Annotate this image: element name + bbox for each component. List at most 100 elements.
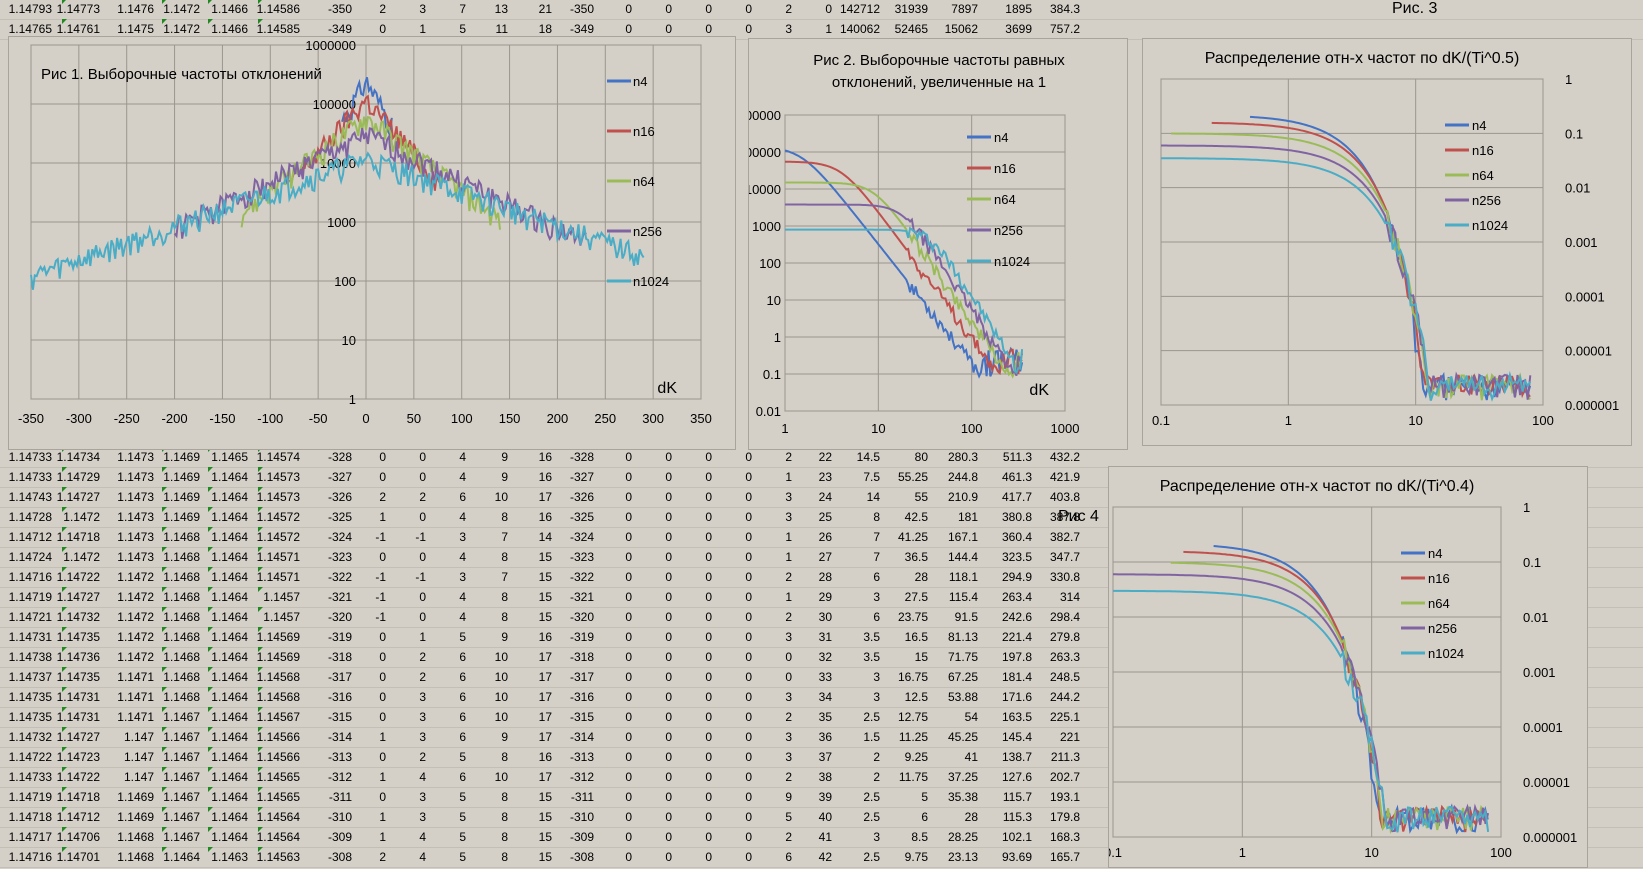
cell[interactable]: 3 xyxy=(459,530,466,544)
cell[interactable]: 1.1464 xyxy=(211,590,248,604)
cell[interactable]: 0 xyxy=(625,450,632,464)
cell[interactable]: 1.1468 xyxy=(117,850,154,864)
cell[interactable]: 8 xyxy=(501,790,508,804)
cell[interactable]: 1.14565 xyxy=(256,770,300,784)
cell[interactable]: 8 xyxy=(501,550,508,564)
cell[interactable]: 0 xyxy=(745,650,752,664)
cell[interactable]: 0 xyxy=(665,610,672,624)
cell[interactable]: 0 xyxy=(419,610,426,624)
cell[interactable]: 1.14732 xyxy=(56,610,100,624)
cell[interactable]: 16 xyxy=(538,630,552,644)
cell[interactable]: 1.14586 xyxy=(256,2,300,16)
cell[interactable]: 3 xyxy=(419,730,426,744)
cell[interactable]: 14 xyxy=(538,530,552,544)
cell[interactable]: 380.8 xyxy=(1001,510,1032,524)
cell[interactable]: -318 xyxy=(327,650,352,664)
cell[interactable]: 0 xyxy=(705,550,712,564)
cell[interactable]: 1.1473 xyxy=(117,550,154,564)
cell[interactable]: -315 xyxy=(569,710,594,724)
cell[interactable]: 0 xyxy=(665,810,672,824)
cell[interactable]: 0 xyxy=(379,650,386,664)
cell[interactable]: 17 xyxy=(538,690,552,704)
cell[interactable]: 1.14773 xyxy=(56,2,100,16)
cell[interactable]: 0 xyxy=(745,850,752,864)
cell[interactable]: 1.1464 xyxy=(211,610,248,624)
cell[interactable]: 3 xyxy=(459,570,466,584)
cell[interactable]: 35 xyxy=(818,710,832,724)
cell[interactable]: 0 xyxy=(665,750,672,764)
cell[interactable]: -320 xyxy=(327,610,352,624)
cell[interactable]: 10 xyxy=(494,650,508,664)
cell[interactable]: 0 xyxy=(665,590,672,604)
cell[interactable]: 7897 xyxy=(951,2,978,16)
cell[interactable]: 279.8 xyxy=(1049,630,1080,644)
cell[interactable]: 8 xyxy=(501,510,508,524)
cell[interactable]: 1.1469 xyxy=(117,790,154,804)
cell[interactable]: -318 xyxy=(569,650,594,664)
cell[interactable]: 1.1464 xyxy=(211,510,248,524)
cell[interactable]: 0 xyxy=(705,730,712,744)
cell[interactable]: 0 xyxy=(705,530,712,544)
cell[interactable]: 0 xyxy=(705,830,712,844)
cell[interactable]: 0 xyxy=(705,690,712,704)
cell[interactable]: -1 xyxy=(375,530,386,544)
cell[interactable]: 248.5 xyxy=(1049,670,1080,684)
cell[interactable]: 42 xyxy=(818,850,832,864)
cell[interactable]: 4 xyxy=(459,450,466,464)
cell[interactable]: 17 xyxy=(538,670,552,684)
cell[interactable]: 3.5 xyxy=(863,650,880,664)
cell[interactable]: -310 xyxy=(569,810,594,824)
cell[interactable]: 5 xyxy=(785,810,792,824)
cell[interactable]: 1.1464 xyxy=(211,670,248,684)
cell[interactable]: 168.3 xyxy=(1049,830,1080,844)
cell[interactable]: 6 xyxy=(459,490,466,504)
cell[interactable]: 115.4 xyxy=(948,590,978,604)
cell[interactable]: 1.1468 xyxy=(163,590,200,604)
cell[interactable]: 0 xyxy=(665,830,672,844)
cell[interactable]: 0 xyxy=(745,22,752,36)
cell[interactable]: 165.7 xyxy=(1049,850,1080,864)
cell[interactable]: 1.1464 xyxy=(211,790,248,804)
rows-row[interactable]: 1.14732 1.14727 1.147 1.1467 1.1464 1.14566 -3… xyxy=(0,727,1643,748)
cell[interactable]: 197.8 xyxy=(1001,650,1032,664)
cell[interactable]: 244.2 xyxy=(1049,690,1080,704)
cell[interactable]: 1 xyxy=(379,510,386,524)
cell[interactable]: -349 xyxy=(569,22,594,36)
cell[interactable]: 0 xyxy=(705,510,712,524)
cell[interactable]: 7 xyxy=(873,530,880,544)
cell[interactable]: 1.14706 xyxy=(56,830,100,844)
cell[interactable]: -328 xyxy=(569,450,594,464)
cell[interactable]: 221 xyxy=(1059,730,1080,744)
cell[interactable]: 1.1467 xyxy=(163,810,200,824)
cell[interactable]: 1.1467 xyxy=(163,750,200,764)
cell[interactable]: -315 xyxy=(327,710,352,724)
cell[interactable]: 1.1468 xyxy=(163,550,200,564)
cell[interactable]: -1 xyxy=(375,590,386,604)
cell[interactable]: 1.1473 xyxy=(117,470,154,484)
cell[interactable]: 0 xyxy=(379,470,386,484)
cell[interactable]: 31 xyxy=(818,630,832,644)
cell[interactable]: 1.1467 xyxy=(163,790,200,804)
cell[interactable]: 1.1464 xyxy=(211,770,248,784)
cell[interactable]: 0 xyxy=(625,590,632,604)
cell[interactable]: 384.3 xyxy=(1049,2,1080,16)
cell[interactable]: 1.14573 xyxy=(256,490,300,504)
cell[interactable]: 3 xyxy=(785,730,792,744)
cell[interactable]: 1.14735 xyxy=(8,710,52,724)
cell[interactable]: 93.69 xyxy=(1001,850,1032,864)
cell[interactable]: 0 xyxy=(625,22,632,36)
cell[interactable]: 2.5 xyxy=(863,850,880,864)
cell[interactable]: 3 xyxy=(419,710,426,724)
cell[interactable]: 0 xyxy=(625,630,632,644)
cell[interactable]: 0 xyxy=(665,650,672,664)
cell[interactable]: 0 xyxy=(665,470,672,484)
cell[interactable]: 0 xyxy=(745,590,752,604)
cell[interactable]: 387.8 xyxy=(1049,510,1080,524)
cell[interactable]: 2 xyxy=(873,750,880,764)
chart-fig2[interactable]: 1 10 100 1000 0.01 0.1 1 10 100 1000 10000 100000 10… xyxy=(748,38,1128,450)
cell[interactable]: -311 xyxy=(570,790,594,804)
cell[interactable]: 1.14701 xyxy=(56,850,100,864)
cell[interactable]: 0 xyxy=(665,710,672,724)
cell[interactable]: 0 xyxy=(705,590,712,604)
cell[interactable]: 37.25 xyxy=(947,770,978,784)
